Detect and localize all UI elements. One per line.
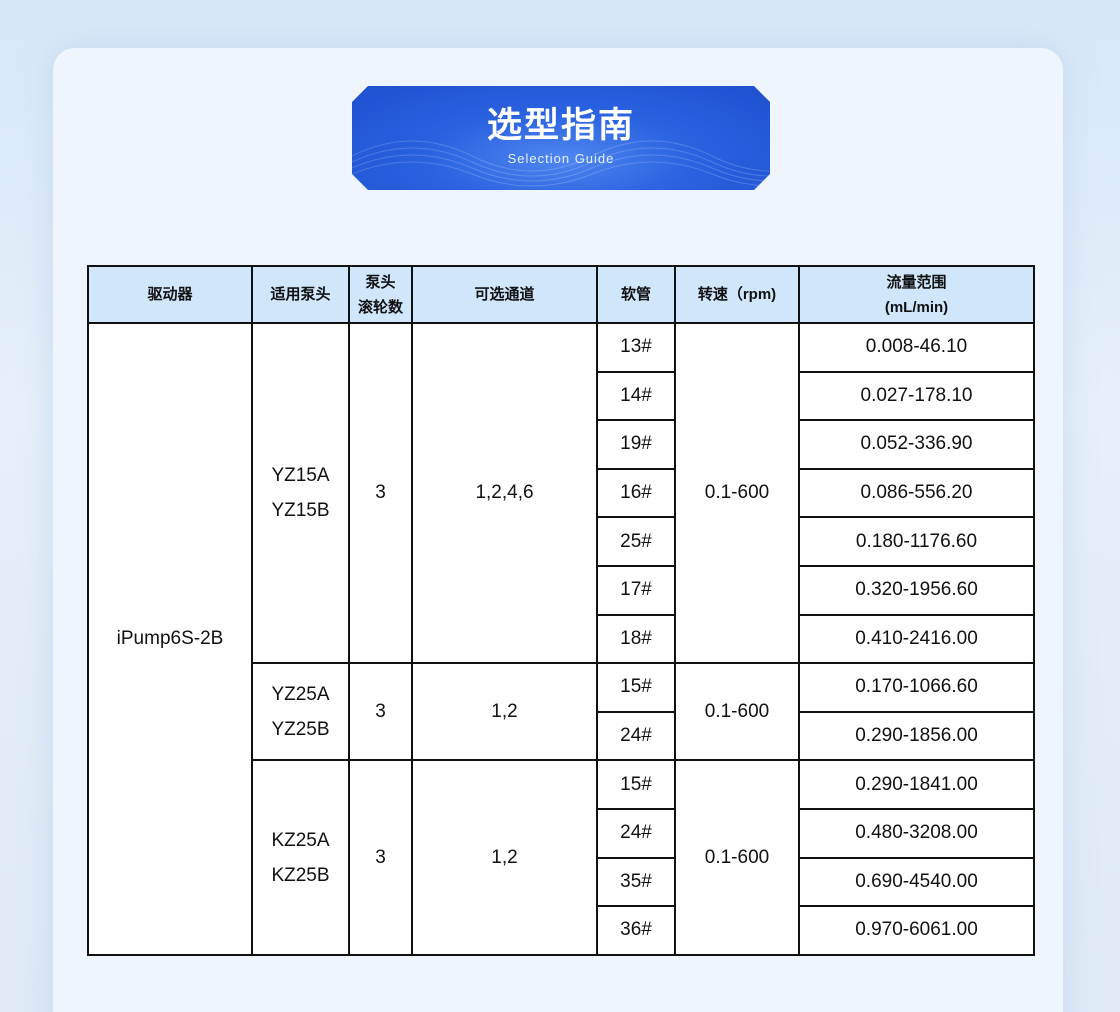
banner-subtitle: Selection Guide	[507, 151, 615, 166]
header-flow-line2: (mL/min)	[884, 298, 949, 316]
pump-head-cell: KZ25A KZ25B	[251, 759, 350, 956]
table-row: 24# 0.480-3208.00	[88, 807, 1035, 859]
pump-head-cell: YZ15A YZ15B	[251, 321, 350, 665]
rollers-cell: 3	[348, 662, 413, 762]
table-row: 17# 0.320-1956.60	[88, 564, 1035, 616]
header-driver: 驱动器	[87, 265, 253, 324]
table-row: YZ25A YZ25B 3 1,2 15# 0.1-600 0.170-1066.60	[88, 662, 1035, 762]
selection-table: 驱动器 适用泵头 泵头 滚轮数 可选通道 软管 转速（rpm) 流量范围 (mL/m…	[87, 265, 1035, 956]
flow-cell: 0.170-1066.60	[798, 662, 1035, 713]
tube-cell: 15#	[596, 662, 676, 713]
header-flow: 流量范围 (mL/min)	[798, 265, 1035, 324]
tube-cell: 17#	[596, 564, 676, 616]
flow-cell: 0.690-4540.00	[798, 856, 1035, 908]
selection-guide-banner: 选型指南 Selection Guide	[352, 86, 770, 190]
table-row: iPump6S-2B YZ15A YZ15B 3 1,2,4,6 13# 0.1-600 0.…	[87, 321, 1035, 956]
flow-cell: 0.180-1176.60	[798, 516, 1035, 567]
table-row: KZ25A KZ25B 3 1,2 15# 0.1-600 0.290-1841.00	[88, 759, 1035, 956]
tube-cell: 24#	[596, 710, 676, 762]
header-flow-line1: 流量范围	[886, 273, 947, 291]
flow-cell: 0.410-2416.00	[798, 613, 1035, 665]
flow-cell: 0.008-46.10	[798, 322, 1035, 373]
tube-cell: 25#	[596, 516, 676, 567]
pump-head-a: YZ15A	[271, 465, 330, 487]
tube-cell: 15#	[596, 759, 676, 810]
rollers-cell: 3	[348, 321, 413, 665]
channels-cell: 1,2,4,6	[411, 321, 598, 665]
pump-head-cell: YZ25A YZ25B	[251, 662, 350, 762]
pump-head-a: YZ25A	[271, 683, 330, 705]
tube-cell: 19#	[596, 419, 676, 470]
tube-cell: 24#	[596, 807, 676, 859]
table-row: 19# 0.052-336.90	[88, 419, 1035, 470]
pump-head-b: YZ25B	[271, 718, 330, 740]
pump-head-b: YZ15B	[271, 500, 330, 522]
table-row: 36# 0.970-6061.00	[88, 905, 1035, 956]
channels-cell: 1,2	[411, 759, 598, 956]
wave-decoration-icon	[352, 86, 770, 190]
header-row: 驱动器 适用泵头 泵头 滚轮数 可选通道 软管 转速（rpm) 流量范围 (mL/m…	[87, 265, 1035, 324]
flow-cell: 0.480-3208.00	[798, 807, 1035, 859]
flow-cell: 0.290-1841.00	[798, 759, 1035, 810]
table-row: 14# 0.027-178.10	[88, 370, 1035, 422]
table-row: 18# 0.410-2416.00	[88, 613, 1035, 665]
tube-cell: 18#	[596, 613, 676, 665]
flow-cell: 0.086-556.20	[798, 467, 1035, 519]
tube-cell: 35#	[596, 856, 676, 908]
header-channels: 可选通道	[411, 265, 598, 324]
banner-title: 选型指南	[486, 106, 635, 146]
flow-cell: 0.290-1856.00	[798, 710, 1035, 762]
flow-cell: 0.320-1956.60	[798, 564, 1035, 616]
table-row: 24# 0.290-1856.00	[88, 710, 1035, 762]
speed-cell: 0.1-600	[674, 321, 800, 665]
table-row: 16# 0.086-556.20	[88, 467, 1035, 519]
rollers-cell: 3	[348, 759, 413, 956]
header-pump-head: 适用泵头	[251, 265, 350, 324]
flow-cell: 0.970-6061.00	[798, 905, 1035, 956]
pump-head-b: KZ25B	[271, 864, 330, 886]
tube-cell: 13#	[596, 322, 676, 373]
table-row: 35# 0.690-4540.00	[88, 856, 1035, 908]
header-rollers: 泵头 滚轮数	[348, 265, 413, 324]
tube-cell: 36#	[596, 905, 676, 956]
flow-cell: 0.027-178.10	[798, 370, 1035, 422]
flow-cell: 0.052-336.90	[798, 419, 1035, 470]
header-tube: 软管	[596, 265, 676, 324]
tube-cell: 16#	[596, 467, 676, 519]
speed-cell: 0.1-600	[674, 662, 800, 762]
speed-cell: 0.1-600	[674, 759, 800, 956]
table-row: 25# 0.180-1176.60	[88, 516, 1035, 567]
driver-cell: iPump6S-2B	[87, 322, 253, 956]
header-speed: 转速（rpm)	[674, 265, 800, 324]
tube-cell: 14#	[596, 370, 676, 422]
channels-cell: 1,2	[411, 662, 598, 762]
pump-head-a: KZ25A	[271, 829, 330, 851]
